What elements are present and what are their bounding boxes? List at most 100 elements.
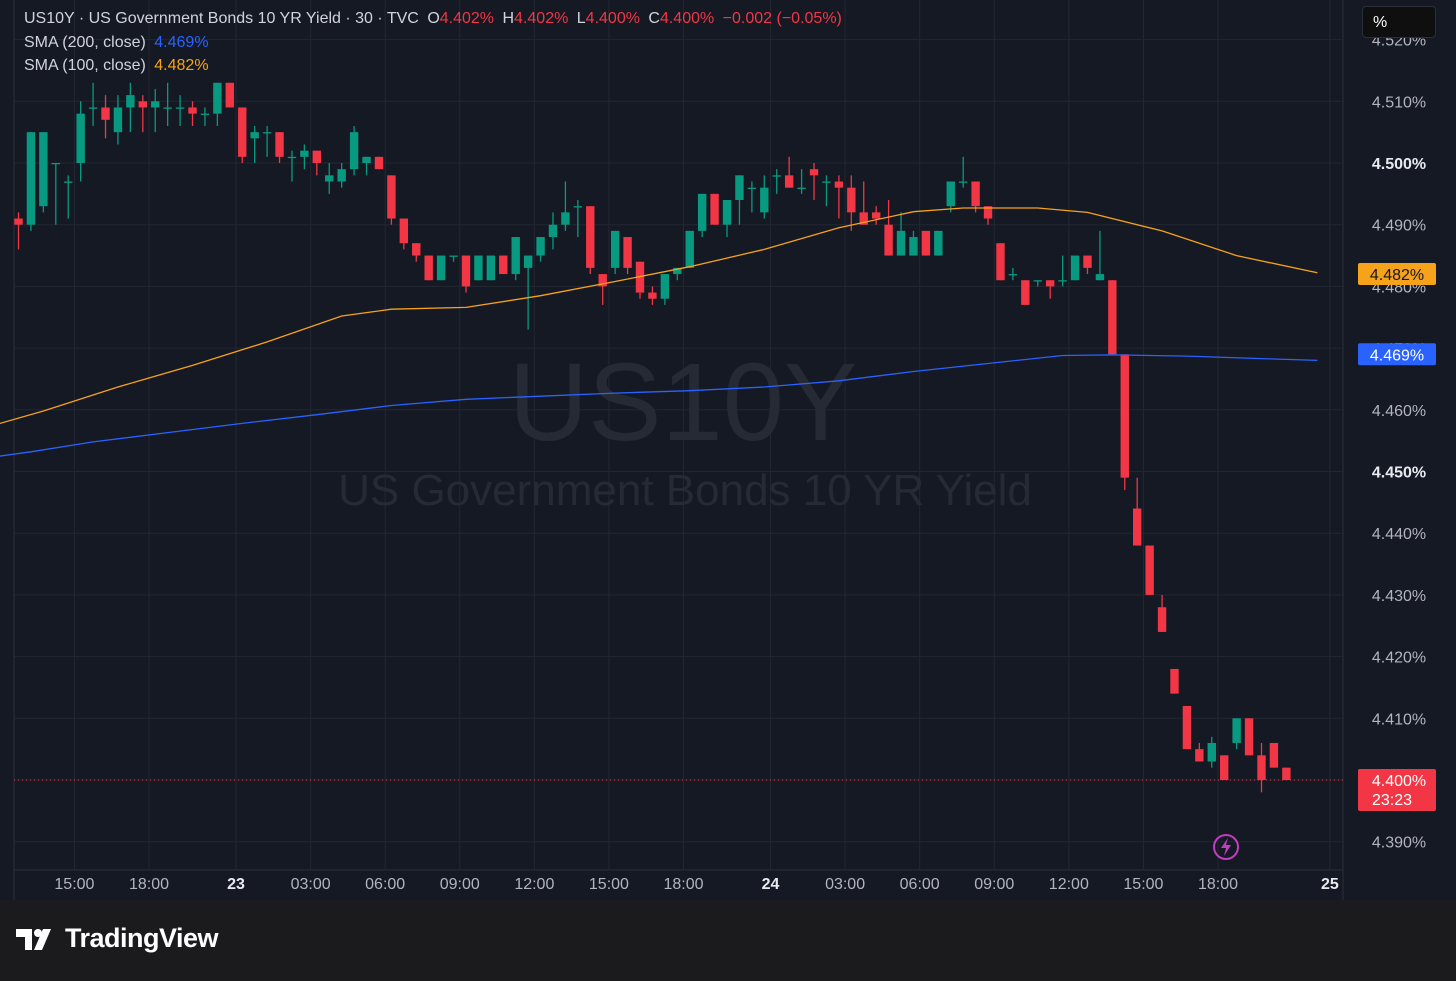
candle[interactable] — [809, 163, 819, 201]
candle[interactable] — [648, 286, 657, 305]
candle[interactable] — [1282, 767, 1291, 780]
candle[interactable] — [946, 181, 955, 213]
candle[interactable] — [635, 261, 645, 299]
tradingview-logo-icon[interactable] — [16, 926, 58, 954]
percent-scale-button[interactable]: % — [1362, 6, 1436, 38]
candle[interactable] — [76, 101, 85, 182]
candle[interactable] — [1058, 255, 1067, 287]
candle[interactable] — [238, 107, 247, 163]
candle[interactable] — [138, 95, 147, 133]
candle[interactable] — [412, 243, 421, 262]
candle[interactable] — [287, 150, 297, 182]
candle[interactable] — [436, 255, 446, 281]
candle[interactable] — [1220, 755, 1229, 780]
candle[interactable] — [536, 237, 545, 262]
candle[interactable] — [1207, 736, 1216, 768]
candle[interactable] — [623, 237, 632, 275]
candle[interactable] — [884, 200, 893, 256]
candle[interactable] — [325, 163, 334, 194]
tradingview-brand[interactable]: TradingView — [65, 923, 219, 953]
candle[interactable] — [1120, 354, 1129, 491]
candle[interactable] — [722, 200, 732, 238]
candle[interactable] — [349, 125, 359, 176]
candle[interactable] — [1232, 718, 1241, 750]
candle[interactable] — [1257, 742, 1266, 793]
candle[interactable] — [573, 200, 583, 238]
candle[interactable] — [26, 132, 36, 231]
candle[interactable] — [387, 175, 396, 225]
candle[interactable] — [51, 163, 60, 225]
candle[interactable] — [300, 144, 309, 170]
lightning-icon[interactable] — [1213, 834, 1239, 860]
candle[interactable] — [1070, 255, 1080, 281]
candle[interactable] — [834, 175, 844, 219]
candle[interactable] — [1182, 705, 1192, 750]
legend-sma200[interactable]: SMA (200, close) 4.469% — [24, 34, 213, 52]
candle[interactable] — [822, 175, 831, 207]
candle[interactable] — [1021, 280, 1030, 305]
candle[interactable] — [151, 88, 160, 133]
candle[interactable] — [337, 163, 346, 188]
candle[interactable] — [983, 206, 993, 225]
candle[interactable] — [449, 255, 458, 262]
candle[interactable] — [461, 255, 471, 293]
chart-area[interactable]: US10Y US Government Bonds 10 YR Yield 4.… — [0, 0, 1456, 900]
candle[interactable] — [511, 237, 520, 281]
candle[interactable] — [934, 230, 943, 256]
candle[interactable] — [262, 125, 272, 157]
candle[interactable] — [1083, 255, 1092, 275]
candle[interactable] — [586, 206, 595, 275]
candle[interactable] — [374, 156, 384, 170]
candle[interactable] — [598, 274, 607, 305]
candle[interactable] — [1008, 267, 1018, 281]
candle[interactable] — [735, 175, 744, 225]
candle[interactable] — [561, 181, 570, 231]
candle[interactable] — [772, 169, 781, 194]
candle[interactable] — [909, 230, 918, 256]
candle[interactable] — [1170, 668, 1179, 694]
candle[interactable] — [847, 175, 856, 231]
candle[interactable] — [424, 255, 433, 281]
candle[interactable] — [896, 212, 906, 256]
candle[interactable] — [1033, 280, 1042, 287]
candle[interactable] — [697, 193, 707, 238]
candle[interactable] — [14, 212, 23, 250]
candle[interactable] — [784, 156, 794, 188]
candle[interactable] — [971, 181, 980, 213]
candle[interactable] — [747, 181, 757, 213]
candle[interactable] — [760, 175, 769, 219]
candle[interactable] — [126, 82, 135, 133]
candle[interactable] — [213, 82, 222, 126]
candle[interactable] — [1133, 477, 1142, 546]
candle[interactable] — [113, 95, 123, 145]
candle[interactable] — [1244, 718, 1254, 756]
candle[interactable] — [188, 101, 197, 126]
candle[interactable] — [101, 95, 110, 139]
candle[interactable] — [921, 230, 931, 256]
candle[interactable] — [399, 218, 409, 250]
candle[interactable] — [523, 255, 533, 330]
candle[interactable] — [1145, 545, 1154, 595]
candle[interactable] — [673, 267, 682, 281]
candle[interactable] — [1108, 280, 1117, 355]
candle[interactable] — [486, 255, 496, 281]
candle[interactable] — [1195, 742, 1204, 762]
candle[interactable] — [175, 95, 185, 126]
candle[interactable] — [859, 181, 868, 225]
candle[interactable] — [474, 255, 483, 281]
chart-canvas[interactable]: US10Y US Government Bonds 10 YR Yield 4.… — [0, 0, 1456, 900]
candle[interactable] — [499, 255, 508, 275]
candle[interactable] — [1045, 280, 1055, 299]
sma100-line[interactable] — [0, 207, 1318, 425]
candle[interactable] — [362, 156, 371, 176]
candle[interactable] — [797, 169, 806, 194]
candle[interactable] — [1157, 594, 1167, 632]
candle[interactable] — [1095, 230, 1105, 281]
candle[interactable] — [996, 243, 1005, 281]
candle[interactable] — [710, 193, 719, 225]
candle[interactable] — [1269, 742, 1279, 768]
candle[interactable] — [163, 82, 172, 126]
sma200-line[interactable] — [0, 354, 1318, 457]
candle[interactable] — [548, 212, 558, 250]
candle[interactable] — [275, 132, 284, 163]
